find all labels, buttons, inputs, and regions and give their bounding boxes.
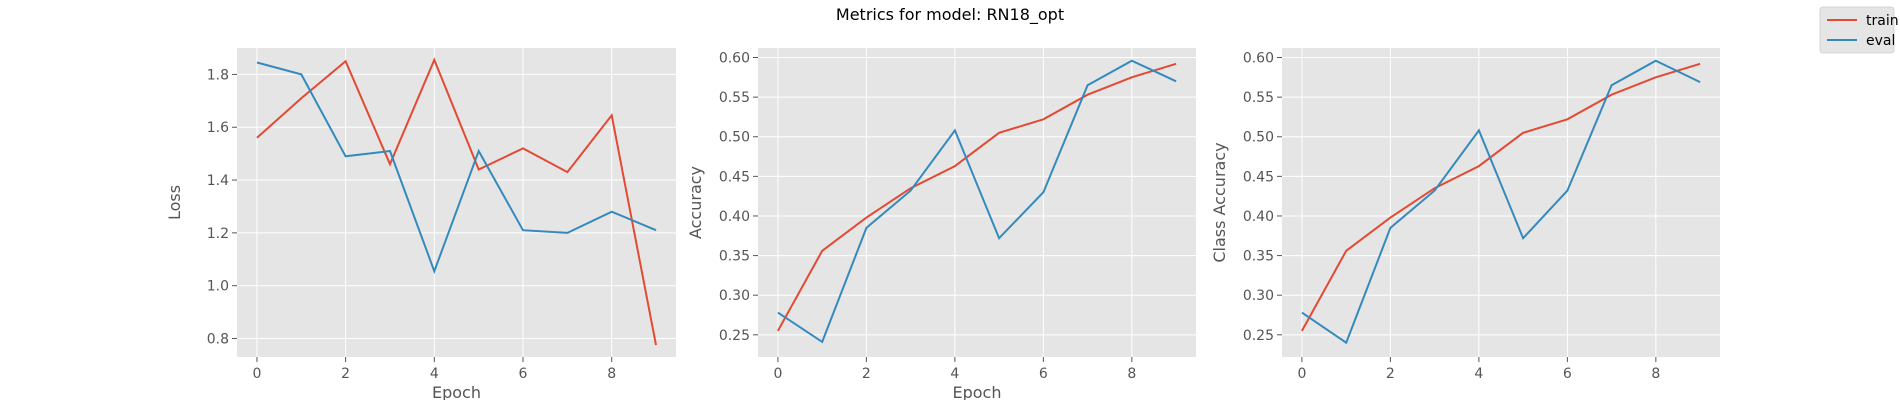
x-tick-label: 4 (430, 366, 439, 382)
y-tick-label: 0.35 (1243, 249, 1274, 265)
plot-area-background (758, 48, 1196, 357)
y-tick-label: 1.6 (207, 120, 229, 136)
x-tick-label: 8 (607, 366, 616, 382)
x-axis-label: Epoch (953, 383, 1002, 400)
series-line-train (1301, 62, 1701, 332)
x-axis-label: Epoch (432, 383, 481, 400)
y-tick-label: 0.55 (719, 90, 750, 106)
series-line-eval (1301, 59, 1701, 345)
x-tick-label: 8 (1127, 366, 1136, 382)
x-tick-label: 2 (1386, 366, 1395, 382)
series-line-train (256, 57, 657, 346)
y-axis-label: Loss (165, 185, 184, 220)
y-tick-label: 0.60 (719, 51, 750, 67)
y-axis-label: Class Accuracy (1210, 142, 1229, 262)
chart-panel-3: 0.25 0.30 0.35 0.40 0.45 0.50 0.55 0.60 0 2 4 6 8 Cla… (1210, 48, 1720, 382)
y-tick-label: 0.25 (1243, 328, 1274, 344)
y-tick-label: 0.30 (1243, 288, 1274, 304)
x-tick-label: 0 (252, 366, 261, 382)
y-tick-label: 1.4 (207, 173, 229, 189)
y-tick-label: 0.50 (719, 130, 750, 146)
x-tick-label: 6 (1563, 366, 1572, 382)
y-tick-label: 0.8 (207, 332, 229, 348)
y-tick-label: 0.55 (1243, 90, 1274, 106)
y-tick-label: 0.60 (1243, 51, 1274, 67)
figure-legend: train eval (1819, 6, 1899, 54)
x-tick-label: 8 (1651, 366, 1660, 382)
x-tick-label: 0 (773, 366, 782, 382)
legend-label-eval: eval (1866, 33, 1895, 49)
legend-label-train: train (1866, 13, 1899, 29)
y-tick-label: 0.35 (719, 249, 750, 265)
series-line-eval (777, 59, 1177, 344)
y-tick-label: 0.40 (1243, 209, 1274, 225)
plot-area-background (1282, 48, 1720, 357)
legend-frame (1819, 6, 1895, 54)
grid-lines (237, 48, 676, 357)
x-tick-label: 4 (950, 366, 959, 382)
x-tick-label: 6 (519, 366, 528, 382)
y-tick-label: 0.40 (719, 209, 750, 225)
x-tick-label: 6 (1039, 366, 1048, 382)
figure-title: Metrics for model: RN18_opt (836, 5, 1064, 25)
y-tick-label: 1.0 (207, 279, 229, 295)
x-tick-label: 2 (341, 366, 350, 382)
y-tick-label: 0.50 (1243, 130, 1274, 146)
y-tick-label: 0.45 (719, 169, 750, 185)
chart-panel-1: 0.8 1.0 1.2 1.4 1.6 1.8 0 2 4 6 8 Epoch Loss (165, 48, 676, 400)
y-tick-label: 0.25 (719, 328, 750, 344)
y-tick-label: 1.2 (207, 226, 229, 242)
x-tick-label: 2 (862, 366, 871, 382)
series-line-eval (256, 61, 657, 275)
grid-lines (758, 48, 1196, 357)
chart-panels: 0.8 1.0 1.2 1.4 1.6 1.8 0 2 4 6 8 Epoch Loss 0.25 0.30… (165, 48, 1720, 400)
y-axis-label: Accuracy (686, 166, 705, 239)
y-tick-label: 0.30 (719, 288, 750, 304)
x-tick-label: 0 (1297, 366, 1306, 382)
chart-panel-2: 0.25 0.30 0.35 0.40 0.45 0.50 0.55 0.60 0 2 4 6 8 Epo… (686, 48, 1196, 400)
y-tick-label: 0.45 (1243, 169, 1274, 185)
series-line-train (777, 62, 1177, 332)
y-tick-label: 1.8 (207, 67, 229, 83)
grid-lines (1282, 48, 1720, 357)
x-tick-label: 4 (1474, 366, 1483, 382)
plot-area-background (237, 48, 676, 357)
